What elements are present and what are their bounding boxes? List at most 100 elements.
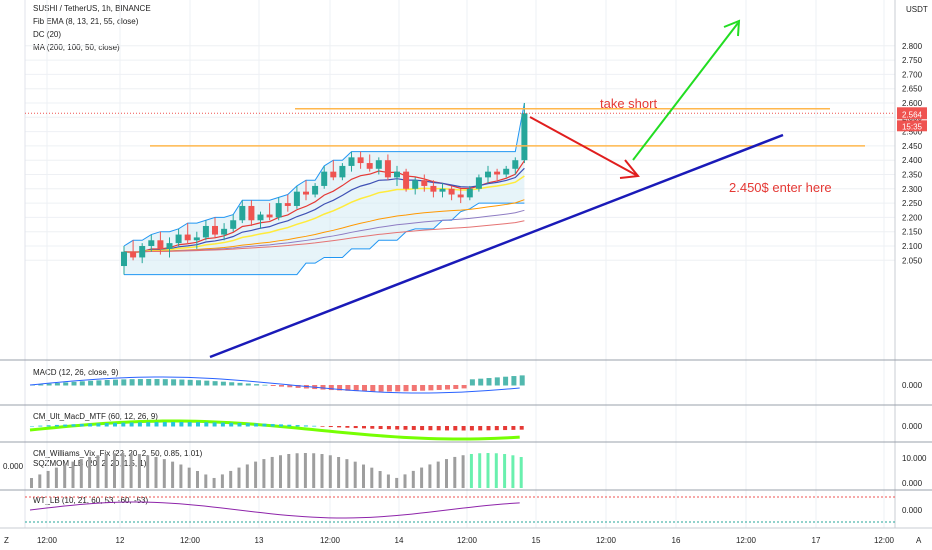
cm-macd-histogram-bar xyxy=(196,422,200,427)
cm-macd-histogram-bar xyxy=(245,423,250,427)
currency-label: USDT xyxy=(906,5,928,14)
vix-fix-bar xyxy=(494,453,498,488)
price-tick-label: 2.050 xyxy=(902,256,923,265)
vix-fix-bar xyxy=(270,456,274,488)
vix-fix-bar xyxy=(486,453,490,488)
short-arrow-head xyxy=(619,159,640,179)
cm-macd-histogram-bar xyxy=(179,422,184,427)
price-tick-label: 2.450 xyxy=(902,142,923,151)
price-tick-label: 2.250 xyxy=(902,199,923,208)
candle-body xyxy=(357,157,364,164)
price-tick-label: 2.100 xyxy=(902,242,923,251)
donchian-lower xyxy=(124,202,525,276)
candle-body xyxy=(248,205,255,221)
cm-macd-histogram-bar xyxy=(320,426,325,427)
macd-histogram-bar xyxy=(436,385,442,390)
time-tick-label: 13 xyxy=(255,536,264,545)
vix-fix-bar xyxy=(403,474,407,488)
cm-macd-histogram-bar xyxy=(237,422,242,427)
cm-macd-histogram-bar xyxy=(79,423,84,427)
macd-histogram-bar xyxy=(519,375,525,386)
cm-macd-histogram-bar xyxy=(121,422,126,427)
price-tick-label: 2.150 xyxy=(902,228,923,237)
cm-macd-histogram-bar xyxy=(461,426,466,431)
cm-macd-histogram-bar xyxy=(38,425,43,427)
macd-histogram-bar xyxy=(38,384,44,386)
vix-fix-bar xyxy=(320,454,324,488)
cm-ult-macd-label[interactable]: CM_Ult_MacD_MTF (60, 12, 26, 9) xyxy=(33,412,158,421)
macd-histogram-bar xyxy=(187,379,193,386)
macd-histogram-bar xyxy=(137,379,143,386)
macd-histogram-bar xyxy=(79,381,85,386)
candle-body xyxy=(148,240,155,246)
candle-body xyxy=(503,168,510,175)
cm-macd-histogram-bar xyxy=(287,424,292,427)
macd-histogram-bar xyxy=(237,382,243,386)
candle-body xyxy=(221,228,228,235)
time-tick-label: 12:00 xyxy=(320,536,341,545)
candle-body xyxy=(121,251,127,267)
wt-tick-label: 0.000 xyxy=(902,506,923,515)
vix-fix-bar xyxy=(220,474,224,488)
cm-macd-histogram-bar xyxy=(478,426,483,431)
candle-body xyxy=(293,191,300,206)
macd-histogram-bar xyxy=(245,383,251,386)
cm-macd-histogram-bar xyxy=(254,423,259,427)
macd-histogram-bar xyxy=(54,383,60,386)
macd-histogram-bar xyxy=(428,385,434,391)
vix-fix-bar xyxy=(229,470,233,488)
cm-macd-histogram-bar xyxy=(453,426,458,431)
cm-macd-histogram-bar xyxy=(345,426,350,428)
cm-macd-histogram-bar xyxy=(146,422,151,427)
last-price-badge xyxy=(897,107,927,120)
vix-left-value: 0.000 xyxy=(3,462,24,471)
vix-fix-bar xyxy=(63,464,67,488)
candle-body xyxy=(494,171,501,175)
macd-histogram-bar xyxy=(362,385,367,392)
macd-histogram-bar xyxy=(494,377,500,386)
candle-body xyxy=(257,214,264,221)
cm-macd-histogram-bar xyxy=(312,425,317,427)
ema-8-line xyxy=(123,160,525,254)
cm-macd-line xyxy=(29,419,520,441)
macd-histogram-bar xyxy=(386,385,392,392)
macd-histogram-bar xyxy=(378,385,384,392)
cm-macd-histogram-bar xyxy=(445,426,449,431)
candle-body xyxy=(202,225,209,238)
candle-body xyxy=(212,225,218,235)
vix-fix-bar xyxy=(204,474,208,488)
vix-fix-bar xyxy=(345,459,349,488)
vix-fix-bar xyxy=(362,464,365,488)
cm-macd-histogram-bar xyxy=(171,422,176,427)
cm-macd-histogram-bar xyxy=(370,426,375,429)
price-tick-label: 2.500 xyxy=(902,128,923,137)
cm-macd-histogram-bar xyxy=(104,423,109,427)
macd-tick-label: 0.000 xyxy=(902,381,923,390)
cm-macd-tick-label: 0.000 xyxy=(902,422,923,431)
macd-histogram-bar xyxy=(461,385,467,389)
candle-body xyxy=(439,188,446,192)
indicator-ma[interactable]: MA (200, 100, 50, close) xyxy=(33,43,120,52)
ema-55-line xyxy=(123,199,525,253)
macd-histogram-bar xyxy=(486,378,492,386)
macd-histogram-bar xyxy=(96,380,102,386)
candle-body xyxy=(130,251,137,258)
candle-body xyxy=(348,157,355,166)
vix-tick-label-zero: 0.000 xyxy=(902,479,923,488)
macd-histogram-bar xyxy=(121,379,127,386)
symbol-title[interactable]: SUSHI / TetherUS, 1h, BINANCE xyxy=(33,4,151,13)
vix-fix-bar xyxy=(121,453,125,488)
cm-macd-histogram-bar xyxy=(229,422,234,427)
price-tick-label: 2.750 xyxy=(902,56,923,65)
candle-body xyxy=(157,240,164,249)
cm-macd-histogram-bar xyxy=(187,422,192,427)
vix-fix-label[interactable]: CM_Williams_Vix_Fix (22, 20, 2, 50, 0.85… xyxy=(33,449,203,458)
macd-label[interactable]: MACD (12, 26, close, 9) xyxy=(33,368,119,377)
wt-lb-label[interactable]: WT_LB (10, 21, 60, 53, -60, -53) xyxy=(33,496,149,505)
vix-fix-bar xyxy=(179,464,183,488)
indicator-fib-ema[interactable]: Fib EMA (8, 13, 21, 55, close) xyxy=(33,17,139,26)
last-price-badge-text: 2.564 xyxy=(902,110,923,119)
vix-fix-bar xyxy=(519,457,523,488)
vix-fix-bar xyxy=(469,453,473,488)
